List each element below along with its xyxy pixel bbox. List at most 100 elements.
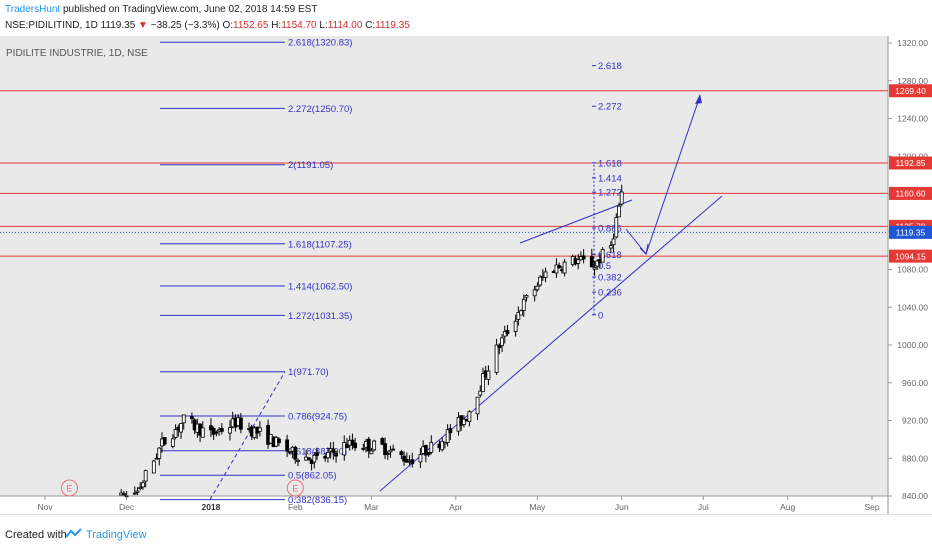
candle-body xyxy=(399,451,404,456)
candle-body xyxy=(334,452,338,457)
x-tick-label: May xyxy=(529,502,546,512)
y-tick-label: 960.00 xyxy=(902,378,928,388)
open-label: O: xyxy=(222,20,234,31)
candle-body xyxy=(600,248,605,263)
candle-body xyxy=(345,443,349,448)
candle-body xyxy=(306,457,311,461)
author-link[interactable]: TradersHunt xyxy=(5,4,61,15)
candle-body xyxy=(505,329,510,335)
candle-body xyxy=(138,487,143,489)
fib-level-label: 2.272(1250.70) xyxy=(288,104,352,115)
candle-body xyxy=(592,266,597,270)
x-tick-label: 2018 xyxy=(201,502,220,512)
fib-level-label: 0.618(887.90) xyxy=(288,446,347,457)
candle-body xyxy=(293,446,298,460)
candle-body xyxy=(557,265,562,269)
candle-body xyxy=(124,495,129,498)
candle-body xyxy=(200,427,205,438)
candle-body xyxy=(179,423,183,433)
candle-body xyxy=(478,390,483,396)
candle-body xyxy=(361,447,366,450)
candle-body xyxy=(350,439,355,446)
candle-body xyxy=(524,295,529,298)
candle-body xyxy=(608,245,613,249)
candle-body xyxy=(535,285,540,291)
x-tick-label: Feb xyxy=(288,502,303,512)
candle-body xyxy=(426,452,431,456)
fib-level-label: 1.414(1062.50) xyxy=(288,282,352,293)
candle-body xyxy=(521,298,526,311)
y-tick-label: 920.00 xyxy=(902,416,928,426)
candle-body xyxy=(285,439,290,452)
candle-body xyxy=(385,452,390,455)
candle-body xyxy=(151,460,156,474)
candle-body xyxy=(462,418,466,425)
fib-level-label: 2(1191.05) xyxy=(288,160,333,171)
candle-body xyxy=(418,454,423,463)
x-tick-label: Jul xyxy=(698,502,709,512)
arrow-head-icon xyxy=(695,94,702,104)
candle-body xyxy=(402,455,406,462)
candle-body xyxy=(576,259,581,264)
candle-body xyxy=(287,451,292,454)
candle-body xyxy=(486,370,491,380)
created-with-text: Created with xyxy=(5,529,67,541)
candle-body xyxy=(331,448,336,453)
fib-label: 0.5 xyxy=(598,261,611,272)
candle-body xyxy=(442,441,447,445)
chart-title: PIDILITE INDUSTRIE, 1D, NSE xyxy=(6,48,148,59)
x-tick-label: Mar xyxy=(364,502,379,512)
candle-body xyxy=(162,437,167,445)
candle-body xyxy=(277,438,281,444)
tradingview-logo-icon xyxy=(65,528,82,538)
fib-level-label: 1.618(1107.25) xyxy=(288,239,352,250)
fib-level-label: 1.272(1031.35) xyxy=(288,311,352,322)
y-tick-label: 1320.00 xyxy=(897,38,928,48)
fib-label: 1.414 xyxy=(598,173,622,184)
candle-body xyxy=(170,438,175,447)
y-tick-label: 880.00 xyxy=(902,453,928,463)
chart-area[interactable]: PIDILITE INDUSTRIE, 1D, NSE 840.00 880.00… xyxy=(0,36,932,514)
x-tick-label: Sep xyxy=(864,502,879,512)
fib-level-label: 2.618(1320.83) xyxy=(288,38,352,49)
fib-label: 0.382 xyxy=(598,273,622,284)
x-tick-label: Aug xyxy=(780,502,795,512)
level-price-tag xyxy=(889,186,932,200)
fib-level-label: 0.382(836.15) xyxy=(288,495,347,506)
candle-body xyxy=(429,442,434,453)
candle-body xyxy=(366,438,371,452)
candle-body xyxy=(372,440,377,451)
candle-body xyxy=(500,337,504,346)
fib-label: 1.618 xyxy=(598,158,622,169)
fib-level-label: 0.5(862.05) xyxy=(288,471,337,482)
current-price-tag xyxy=(889,225,932,239)
price-change: −38.25 (−3.3%) xyxy=(150,20,220,31)
candle-body xyxy=(190,416,194,419)
y-tick-label: 1040.00 xyxy=(897,302,928,312)
candle-body xyxy=(121,493,126,496)
candle-body xyxy=(513,320,518,333)
candle-body xyxy=(132,492,137,495)
low-value: 1114.00 xyxy=(327,20,363,31)
candle-body xyxy=(532,289,537,297)
candle-body xyxy=(619,191,624,205)
candle-body xyxy=(296,460,300,462)
x-tick-label: Nov xyxy=(37,502,53,512)
candle-body xyxy=(617,205,621,218)
fib-label: 2.618 xyxy=(598,61,622,72)
tradingview-link[interactable]: TradingView xyxy=(86,529,147,541)
close-value: 1119.35 xyxy=(375,20,410,31)
level-price-tag-label: 1160.60 xyxy=(895,189,925,199)
price-chart[interactable]: PIDILITE INDUSTRIE, 1D, NSE 840.00 880.00… xyxy=(0,36,932,514)
candle-body xyxy=(581,255,586,260)
earnings-marker-label: E xyxy=(292,484,298,494)
candle-body xyxy=(475,396,480,415)
earnings-marker-label: E xyxy=(66,484,72,494)
channel-upper-line xyxy=(519,199,633,244)
candle-body xyxy=(211,427,216,435)
candle-body xyxy=(141,482,145,488)
fib-level-label: 1(971.70) xyxy=(288,367,329,378)
candle-body xyxy=(497,344,502,349)
fib-diagonal xyxy=(209,371,286,500)
publish-text: published on TradingView.com, June 02, 2… xyxy=(60,4,318,15)
